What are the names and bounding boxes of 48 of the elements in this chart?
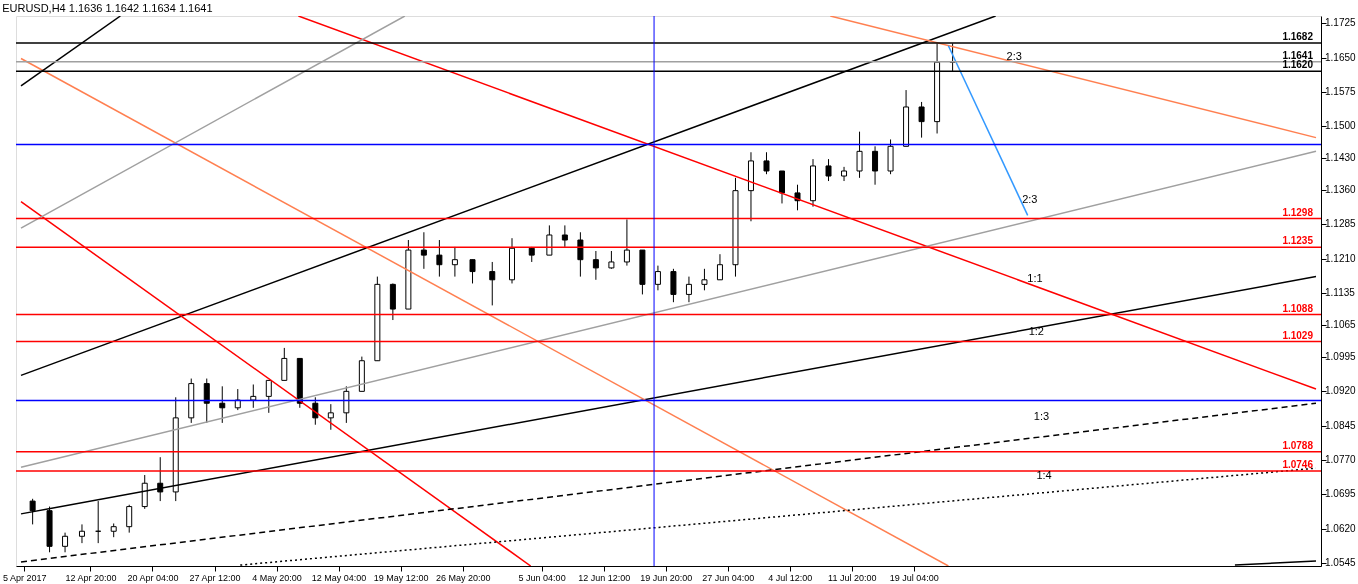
y-tick-label: 1.1065 — [1325, 319, 1357, 331]
annotation: 2:3 — [1006, 50, 1022, 63]
x-tick-label: 19 May 12:00 — [373, 572, 429, 583]
annotation: 1:3 — [1033, 409, 1050, 422]
y-tick-label: 1.1725 — [1325, 17, 1357, 29]
ref-line-label: 1.1029 — [1282, 329, 1314, 341]
y-tick-label: 1.1210 — [1325, 252, 1357, 264]
x-tick-label: 19 Jun 20:00 — [640, 572, 693, 583]
annotation: 2:3 — [1022, 192, 1038, 205]
x-tick-label: 4 Jul 12:00 — [768, 572, 813, 583]
x-tick-label: 5 Jun 04:00 — [518, 572, 566, 583]
chart-title: EURUSD,H4 1.1636 1.1642 1.1634 1.1641 — [2, 1, 213, 14]
x-tick-label: 12 May 04:00 — [311, 572, 367, 583]
ref-line-label: 1.1682 — [1282, 30, 1314, 42]
annotation: 1:4 — [1036, 468, 1052, 481]
ref-line-label: 1.1235 — [1282, 235, 1314, 247]
y-tick-label: 1.1285 — [1325, 218, 1357, 230]
ref-line-label: 1.1298 — [1282, 206, 1314, 218]
annotation: 1:1 — [1027, 272, 1043, 285]
y-tick-label: 1.1360 — [1325, 184, 1357, 196]
y-tick-label: 1.0770 — [1325, 453, 1357, 465]
x-tick-label: 11 Jul 20:00 — [828, 572, 877, 583]
ref-line-label: 1.1620 — [1282, 59, 1314, 71]
x-tick-label: 5 Apr 2017 — [2, 572, 47, 583]
y-tick-label: 1.0845 — [1325, 419, 1357, 431]
x-tick-label: 26 May 20:00 — [435, 572, 491, 583]
y-tick-label: 1.1500 — [1325, 120, 1357, 132]
x-tick-label: 27 Apr 12:00 — [189, 572, 241, 583]
y-tick-label: 1.0920 — [1325, 385, 1357, 397]
y-tick-label: 1.1430 — [1325, 152, 1357, 164]
annotation: 1:2 — [1028, 325, 1044, 338]
y-tick-label: 1.0995 — [1325, 351, 1357, 363]
x-tick-label: 12 Jun 12:00 — [578, 572, 631, 583]
y-tick-label: 1.0620 — [1325, 522, 1357, 534]
x-tick-label: 19 Jul 04:00 — [889, 572, 939, 583]
ref-line-label: 1.1641 — [1282, 49, 1314, 61]
ref-line-label: 1.0746 — [1282, 458, 1314, 470]
y-tick-label: 1.1575 — [1325, 85, 1357, 97]
ref-line-label: 1.0788 — [1282, 439, 1314, 451]
y-tick-label: 1.0695 — [1325, 488, 1357, 500]
x-tick-label: 12 Apr 20:00 — [65, 572, 117, 583]
x-tick-label: 4 May 20:00 — [252, 572, 302, 583]
y-tick-label: 1.1650 — [1325, 51, 1357, 63]
x-tick-label: 27 Jun 04:00 — [702, 572, 755, 583]
y-tick-label: 1.0545 — [1325, 556, 1357, 568]
x-tick-label: 20 Apr 04:00 — [127, 572, 179, 583]
ref-line-label: 1.1088 — [1282, 302, 1314, 314]
y-tick-label: 1.1135 — [1325, 287, 1356, 299]
